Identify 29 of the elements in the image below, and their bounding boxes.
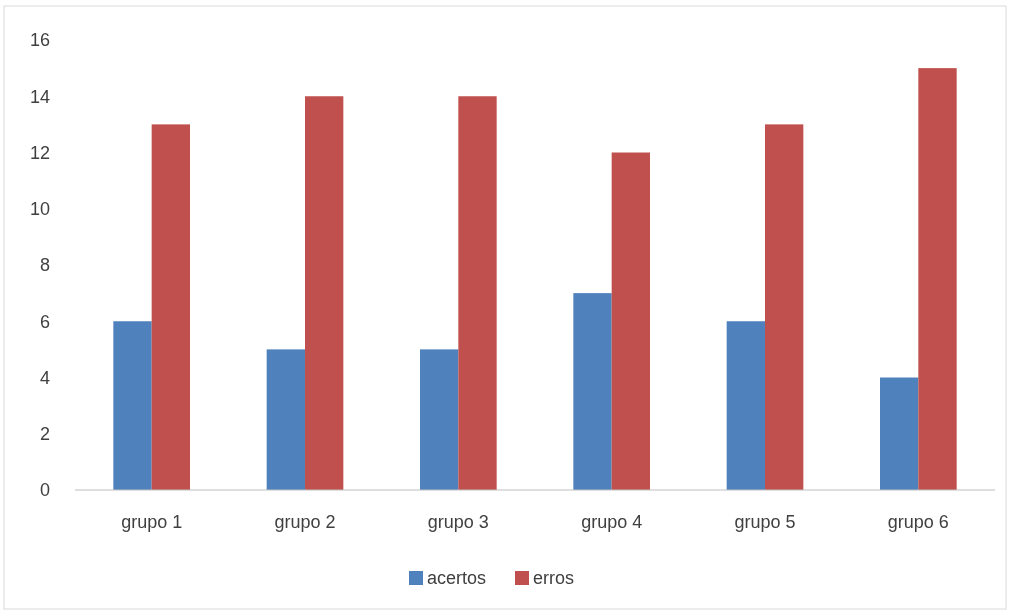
y-tick-label: 14 [29,86,50,107]
x-tick-label: grupo 4 [581,512,643,532]
y-tick-label: 10 [29,199,50,220]
legend-label: erros [533,568,575,589]
bar [151,124,190,490]
x-tick-label: grupo 2 [274,512,336,532]
bar [420,349,459,490]
x-tick-label: grupo 5 [734,512,796,532]
x-tick-label: grupo 6 [887,512,949,532]
y-tick-label: 8 [39,255,50,276]
x-tick-label: grupo 3 [427,512,489,532]
bar [458,96,497,490]
bar [305,96,344,490]
bar [266,349,305,490]
bar [726,321,765,490]
bar [113,321,152,490]
y-tick-label: 2 [39,424,50,445]
y-tick-label: 4 [39,367,50,388]
x-tick-label: grupo 1 [121,512,183,532]
y-tick-label: 6 [39,311,50,332]
bar [918,68,957,490]
bar [880,377,919,490]
legend-label: acertos [427,568,487,589]
y-tick-label: 12 [29,142,50,163]
bar [765,124,804,490]
y-tick-label: 16 [29,30,50,51]
bar [611,152,650,490]
y-tick-label: 0 [39,480,50,501]
bar [573,293,612,490]
